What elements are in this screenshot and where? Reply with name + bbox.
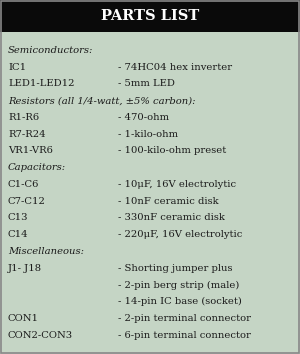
Text: - 1-kilo-ohm: - 1-kilo-ohm <box>118 130 178 139</box>
Text: - 330nF ceramic disk: - 330nF ceramic disk <box>118 213 225 222</box>
Text: Semiconductors:: Semiconductors: <box>8 46 93 55</box>
Text: - 6-pin terminal connector: - 6-pin terminal connector <box>118 331 251 340</box>
Text: - 10nF ceramic disk: - 10nF ceramic disk <box>118 197 219 206</box>
Text: C1-C6: C1-C6 <box>8 180 39 189</box>
Text: VR1-VR6: VR1-VR6 <box>8 147 53 155</box>
Text: C13: C13 <box>8 213 28 222</box>
Text: Capacitors:: Capacitors: <box>8 163 66 172</box>
Text: - 74HC04 hex inverter: - 74HC04 hex inverter <box>118 63 232 72</box>
Text: IC1: IC1 <box>8 63 26 72</box>
Text: C14: C14 <box>8 230 28 239</box>
Text: - 220μF, 16V electrolytic: - 220μF, 16V electrolytic <box>118 230 242 239</box>
Text: - Shorting jumper plus: - Shorting jumper plus <box>118 264 232 273</box>
Text: - 5mm LED: - 5mm LED <box>118 79 175 88</box>
Text: R1-R6: R1-R6 <box>8 113 39 122</box>
Text: - 2-pin berg strip (male): - 2-pin berg strip (male) <box>118 280 239 290</box>
Text: Resistors (all 1/4-watt, ±5% carbon):: Resistors (all 1/4-watt, ±5% carbon): <box>8 96 196 105</box>
Text: CON1: CON1 <box>8 314 39 323</box>
Text: CON2-CON3: CON2-CON3 <box>8 331 73 340</box>
Text: PARTS LIST: PARTS LIST <box>101 9 199 23</box>
Text: Miscellaneous:: Miscellaneous: <box>8 247 84 256</box>
Text: - 100-kilo-ohm preset: - 100-kilo-ohm preset <box>118 147 226 155</box>
Text: R7-R24: R7-R24 <box>8 130 46 139</box>
Text: J1- J18: J1- J18 <box>8 264 42 273</box>
Text: - 470-ohm: - 470-ohm <box>118 113 169 122</box>
Text: - 2-pin terminal connector: - 2-pin terminal connector <box>118 314 251 323</box>
Text: - 14-pin IC base (socket): - 14-pin IC base (socket) <box>118 297 242 306</box>
FancyBboxPatch shape <box>0 0 300 32</box>
Text: C7-C12: C7-C12 <box>8 197 46 206</box>
Text: - 10μF, 16V electrolytic: - 10μF, 16V electrolytic <box>118 180 236 189</box>
Text: LED1-LED12: LED1-LED12 <box>8 79 74 88</box>
